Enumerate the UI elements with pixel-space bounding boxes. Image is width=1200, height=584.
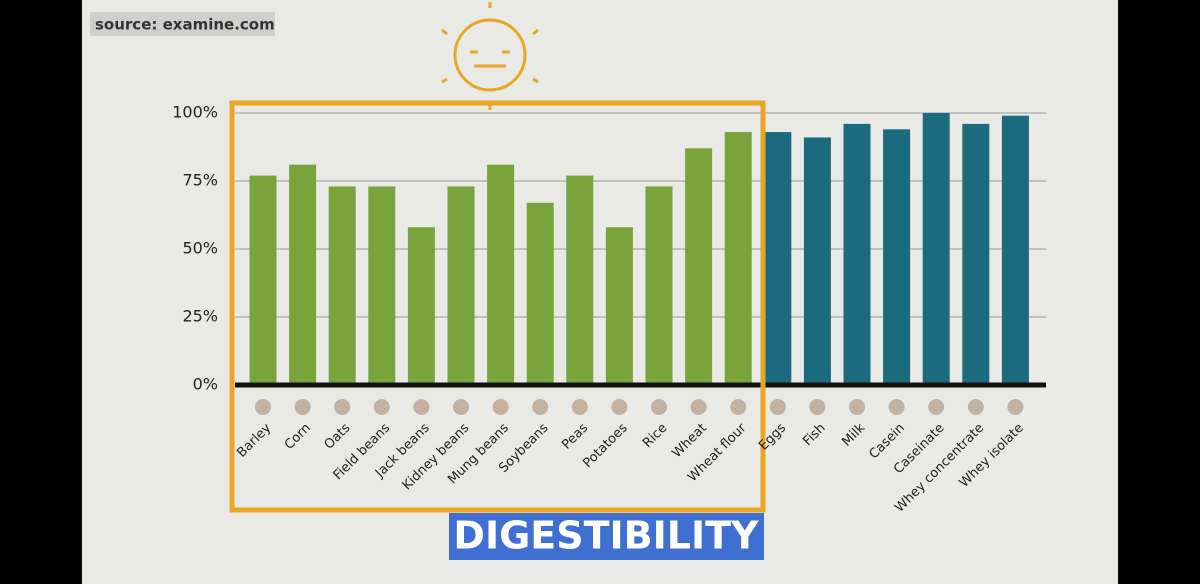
bar (289, 164, 317, 385)
bar (566, 175, 594, 385)
bar (328, 186, 356, 385)
y-tick-label: 75% (182, 171, 218, 190)
highlight-box (229, 100, 766, 513)
bars (249, 113, 1029, 385)
sun-icon (441, 2, 539, 110)
y-tick-label: 0% (193, 375, 218, 394)
bar (764, 132, 792, 385)
food-icon (532, 399, 549, 415)
food-icon (334, 399, 351, 415)
bar (1001, 115, 1029, 385)
food-icon (769, 399, 786, 415)
y-tick-label: 100% (172, 103, 218, 122)
bar (883, 129, 911, 385)
bar (487, 164, 515, 385)
food-icon (413, 399, 430, 415)
food-icon (453, 399, 469, 415)
food-icon (809, 399, 826, 415)
bar (962, 123, 990, 385)
bar (447, 186, 475, 385)
y-tick-label: 25% (182, 307, 218, 326)
bar (249, 175, 277, 385)
food-icon (651, 399, 667, 415)
food-icon (849, 399, 865, 415)
food-icon (967, 399, 984, 415)
source-box (90, 12, 275, 36)
food-icon (888, 399, 905, 415)
food-icon (492, 399, 509, 415)
chart-title: DIGESTIBILITY (453, 514, 759, 558)
bar (605, 227, 633, 385)
bar (724, 132, 752, 385)
food-icon (730, 399, 747, 415)
food-icon (1007, 399, 1024, 415)
bar (803, 137, 831, 385)
bar (645, 186, 673, 385)
food-icon (373, 399, 390, 415)
bar (526, 202, 554, 385)
y-tick-label: 50% (182, 239, 218, 258)
bar (922, 113, 950, 385)
food-icon (294, 399, 311, 415)
bar (368, 186, 396, 385)
title-box (449, 513, 764, 560)
food-icon (690, 399, 707, 415)
bar (843, 123, 871, 385)
bar (685, 148, 713, 385)
food-icon (255, 399, 271, 415)
food-icon (571, 399, 588, 415)
food-icon (928, 399, 945, 415)
food-icon (611, 399, 628, 415)
source: source: examine.com (95, 16, 275, 34)
bar (407, 227, 435, 385)
